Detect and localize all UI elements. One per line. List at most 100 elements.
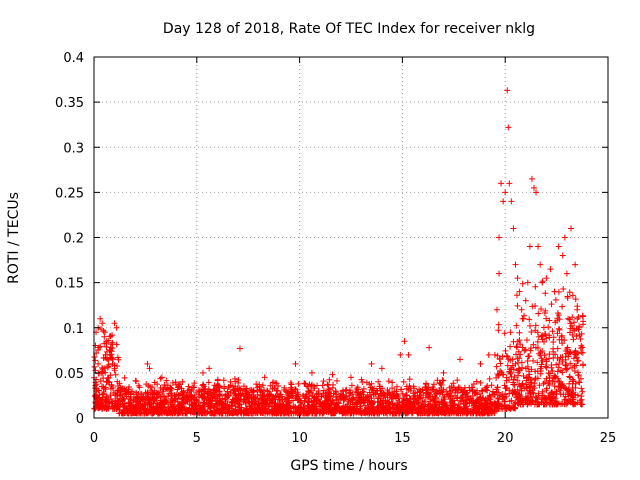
data-point: [97, 343, 104, 350]
data-point: [224, 408, 231, 415]
data-point: [577, 375, 584, 382]
data-point: [543, 387, 550, 394]
data-point: [207, 402, 214, 409]
data-point: [308, 399, 315, 406]
data-point: [366, 410, 373, 417]
data-point: [503, 374, 510, 381]
data-point: [319, 382, 326, 389]
data-point: [363, 379, 370, 386]
data-point: [147, 384, 154, 391]
data-point: [350, 405, 357, 412]
data-point: [200, 399, 207, 406]
data-point: [559, 358, 566, 365]
data-point: [538, 361, 545, 368]
data-point: [285, 394, 292, 401]
data-point: [547, 396, 554, 403]
data-point: [111, 367, 118, 374]
data-point: [549, 328, 556, 335]
data-point: [431, 401, 438, 408]
data-point: [109, 384, 116, 391]
data-point: [566, 373, 573, 380]
data-point: [345, 398, 352, 405]
data-point: [178, 404, 185, 411]
data-point: [189, 401, 196, 408]
data-point: [263, 397, 270, 404]
data-point: [213, 386, 220, 393]
data-point: [546, 377, 553, 384]
data-point: [405, 351, 412, 358]
data-point: [108, 341, 115, 348]
data-point: [226, 384, 233, 391]
data-point: [513, 292, 520, 299]
data-point: [144, 394, 151, 401]
data-point: [423, 380, 430, 387]
data-point: [507, 366, 514, 373]
data-point: [571, 362, 578, 369]
data-point: [113, 405, 120, 412]
data-point: [219, 410, 226, 417]
data-point: [349, 399, 356, 406]
data-point: [369, 385, 376, 392]
data-point: [436, 379, 443, 386]
data-point: [567, 360, 574, 367]
data-point: [130, 393, 137, 400]
data-point: [92, 392, 99, 399]
data-point: [119, 395, 126, 402]
axis-ticks: 0 5 10 15 20 25 0 0.05 0.1 0.15 0.2 0.25 0.3 0.35 0.4: [55, 51, 616, 446]
data-point: [491, 410, 498, 417]
data-point: [551, 383, 558, 390]
data-point: [579, 344, 586, 351]
data-point: [485, 351, 492, 358]
data-point: [447, 405, 454, 412]
data-point: [574, 392, 581, 399]
data-point: [569, 292, 576, 299]
data-point: [118, 389, 125, 396]
data-point: [513, 343, 520, 350]
data-point: [119, 385, 126, 392]
data-point: [265, 403, 272, 410]
y-tick-label: 0.3: [63, 141, 84, 156]
data-point: [220, 401, 227, 408]
data-point: [542, 331, 549, 338]
data-point: [496, 270, 503, 277]
data-point: [137, 410, 144, 417]
data-point: [562, 356, 569, 363]
data-point: [326, 393, 333, 400]
data-point: [288, 381, 295, 388]
data-point: [527, 347, 534, 354]
data-point: [508, 373, 515, 380]
data-point: [491, 351, 498, 358]
data-point: [281, 396, 288, 403]
data-point: [553, 399, 560, 406]
data-point: [184, 397, 191, 404]
data-point: [98, 326, 105, 333]
data-point: [142, 389, 149, 396]
data-point: [542, 290, 549, 297]
data-point: [455, 384, 462, 391]
data-point: [108, 351, 115, 358]
data-point: [561, 234, 568, 241]
data-point: [539, 357, 546, 364]
data-point: [420, 402, 427, 409]
data-point: [471, 402, 478, 409]
data-point: [560, 285, 567, 292]
data-point: [526, 387, 533, 394]
data-point: [417, 392, 424, 399]
data-point: [423, 406, 430, 413]
data-point: [261, 374, 268, 381]
data-point: [401, 338, 408, 345]
y-tick-label: 0: [76, 412, 84, 427]
data-point: [496, 234, 503, 241]
data-point: [569, 378, 576, 385]
data-point: [95, 344, 102, 351]
data-point: [101, 329, 108, 336]
data-point: [269, 385, 276, 392]
data-point: [397, 351, 404, 358]
data-point: [158, 374, 165, 381]
data-point: [125, 388, 132, 395]
data-point: [564, 389, 571, 396]
data-point: [206, 403, 213, 410]
data-point: [266, 392, 273, 399]
y-tick-label: 0.25: [55, 186, 84, 201]
